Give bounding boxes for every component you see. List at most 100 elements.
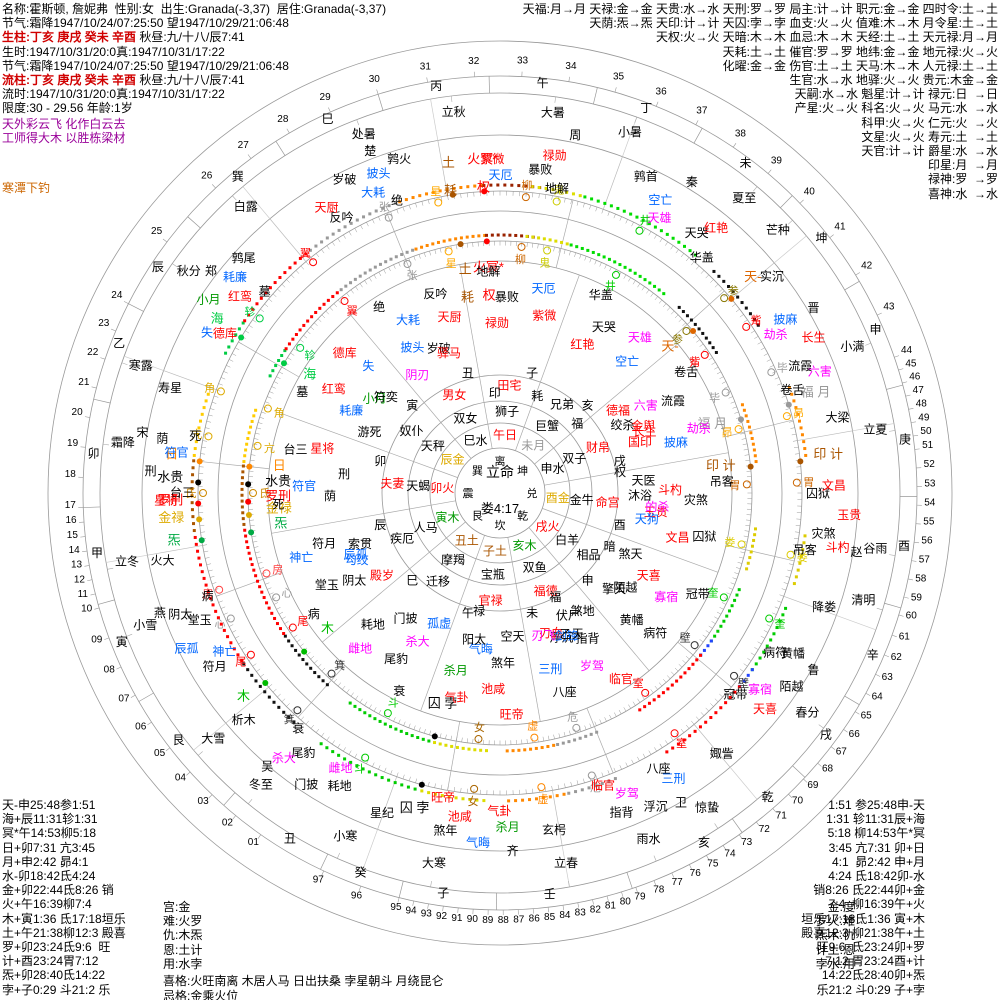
ring-divider [439,733,442,738]
relation-row: 孛水:用 [815,956,855,971]
jupiter-station-label: 星纪 [370,806,394,820]
ring-divider [672,290,725,339]
spirit-star-label: 天厨 [314,201,338,215]
degree-chain-dot [528,798,532,802]
ring-divider [200,453,206,455]
degree-chain-dot [322,302,326,306]
ring-divider [255,432,260,435]
ring-divider [626,872,633,889]
ring-divider [271,500,456,534]
degree-chain-dot [450,744,454,748]
limit-age-number: 15 [67,530,79,541]
degree-chain-dot [602,255,606,259]
ring-divider [413,256,416,261]
degree-chain-dot [802,541,806,545]
ring-divider [427,903,429,909]
ring-divider [466,738,468,743]
degree-chain-dot [192,459,196,463]
mansion-label: 室 [633,676,644,690]
degree-chain-dot [389,725,393,729]
ring-divider [426,77,428,83]
spirit-star-label: 流霞 [661,394,685,408]
ring-divider [187,216,201,229]
planet-dot [690,328,697,335]
ring-divider [269,391,274,394]
ring-divider [205,557,210,559]
degree-chain-dot [746,419,750,423]
branch-element-label: 未月 [521,438,545,452]
spirit-star-label: 吊客 [710,473,734,488]
ring-divider [772,808,777,813]
spirit-star-label: 星将 [310,442,334,456]
ring-divider [260,308,265,313]
limit-age-number: 43 [883,302,895,313]
ring-divider [326,736,330,741]
zodiac-sign-label: 金牛 [570,492,594,507]
limit-age-number: 57 [919,555,931,566]
degree-chain-dot [638,708,642,712]
planet-label: 印 计 [706,458,736,473]
unfavorable-patterns: 忌格:金乘火位 [163,989,239,1000]
ring-divider [730,401,735,404]
degree-chain-dot [744,414,748,418]
degree-chain-dot [483,233,487,237]
degree-chain-dot [586,248,590,252]
spirit-star-label: 八座 [647,761,671,776]
ring-divider [147,545,203,556]
limit-age-number: 50 [920,426,932,437]
ring-divider [635,887,638,893]
spirit-star-label: 门披 [294,777,318,792]
planet-dot [195,479,202,486]
degree-chain-dot [293,261,297,265]
limit-age-number: 88 [498,915,510,926]
degree-chain-dot [475,798,479,802]
ring-divider [346,292,350,297]
ring-divider [163,370,217,391]
ring-divider [116,666,122,670]
ring-divider [372,762,375,767]
degree-chain-dot [192,529,196,533]
ring-divider [172,263,178,268]
planet-label: 炁 [168,533,181,548]
ring-divider [538,193,540,199]
degree-chain-dot [719,706,723,710]
ring-divider [757,641,762,645]
mountain-ring-label: 癸 [354,865,366,879]
branch-element-label: 丑土 [455,534,479,548]
ring-divider [693,724,731,768]
degree-chain-dot [283,634,287,638]
ring-divider [398,881,404,898]
degree-chain-dot [459,185,463,189]
spirit-star-label: 台三 [284,442,308,457]
palace-branch-label: 辰 [374,518,386,532]
degree-chain-dot [719,624,723,628]
degree-chain-dot [725,614,729,618]
star-table-row: 天福:月→月 天禄:金→金 天贵:水→水 天刑:罗→罗 局主:计→计 职元:金→… [522,2,998,16]
ring-divider [653,855,657,862]
degree-chain-dot [534,797,538,801]
degree-chain-dot [373,717,377,721]
degree-chain-dot [331,750,335,754]
mountain-ring-label: 子 [437,886,449,900]
degree-chain-dot [399,729,403,733]
mansion-label: 箕 [284,712,295,726]
mountain-ring-label: 戌 [820,728,832,742]
ring-divider [186,771,191,776]
degree-chain-dot [551,188,555,192]
ring-divider [756,821,760,827]
degree-chain-dot [657,694,661,698]
ring-divider [439,248,442,253]
solar-term-label: 寒露 [129,357,153,372]
ring-divider [111,328,116,332]
ring-divider [723,293,728,298]
ring-divider [82,550,88,553]
degree-chain-dot [268,374,272,378]
degree-chain-dot [597,253,601,257]
degree-chain-dot [222,628,226,632]
ring-divider [667,675,671,679]
planet-label: 日 [273,458,286,473]
ring-divider [650,689,654,694]
ring-divider [253,546,259,548]
planet-label: 日 [165,447,178,462]
mansion-icon [720,294,729,303]
